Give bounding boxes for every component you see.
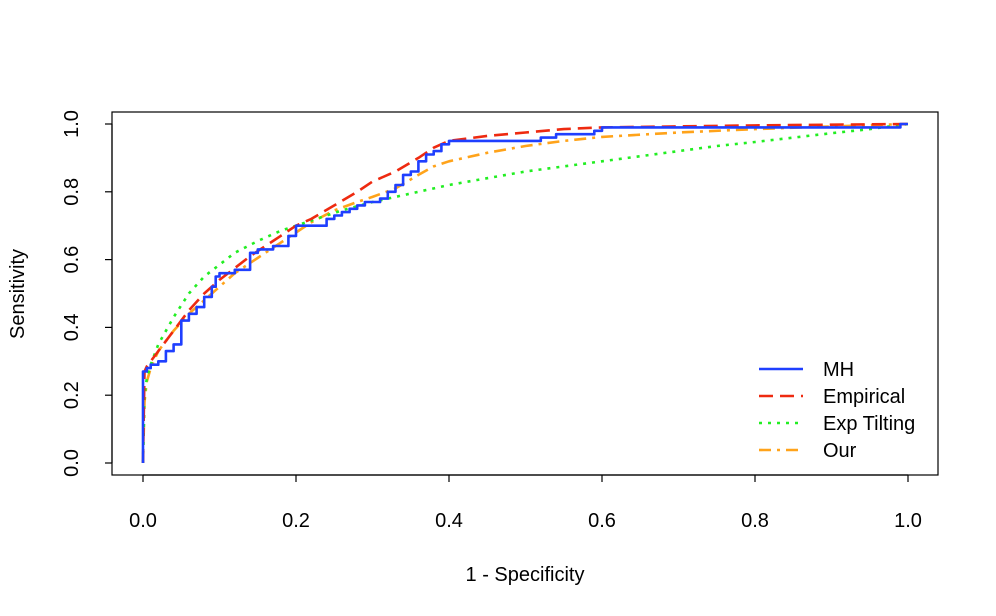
y-tick-label: 0.2: [61, 381, 83, 409]
y-tick-label: 0.0: [61, 449, 83, 477]
y-tick-label: 0.8: [61, 178, 83, 206]
y-axis: 0.0 0.2 0.4 0.6 0.8 1.0: [61, 110, 113, 477]
legend-label: MH: [823, 359, 854, 381]
legend-label: Exp Tilting: [823, 413, 915, 435]
plot-frame: [111, 111, 939, 476]
y-tick-label: 0.4: [61, 313, 83, 341]
y-tick-label: 0.6: [61, 246, 83, 274]
y-tick-label: 1.0: [61, 110, 83, 138]
legend: MH Empirical Exp Tilting Our: [759, 359, 915, 462]
series-line-empirical: [141, 122, 909, 464]
legend-label: Our: [823, 440, 857, 462]
x-tick-label: 0.4: [435, 510, 463, 532]
series-layer: [141, 122, 909, 464]
legend-label: Empirical: [823, 386, 905, 408]
x-tick-label: 0.6: [588, 510, 616, 532]
x-axis: 0.0 0.2 0.4 0.6 0.8 1.0: [129, 474, 922, 532]
x-tick-label: 0.8: [741, 510, 769, 532]
x-tick-label: 0.0: [129, 510, 157, 532]
x-axis-title: 1 - Specificity: [466, 564, 585, 586]
x-tick-label: 0.2: [282, 510, 310, 532]
series-line-exp-tilting: [141, 122, 909, 464]
x-tick-label: 1.0: [894, 510, 922, 532]
series-line-mh: [141, 122, 908, 463]
y-axis-title: Sensitivity: [7, 249, 29, 339]
series-line-our: [141, 122, 909, 464]
